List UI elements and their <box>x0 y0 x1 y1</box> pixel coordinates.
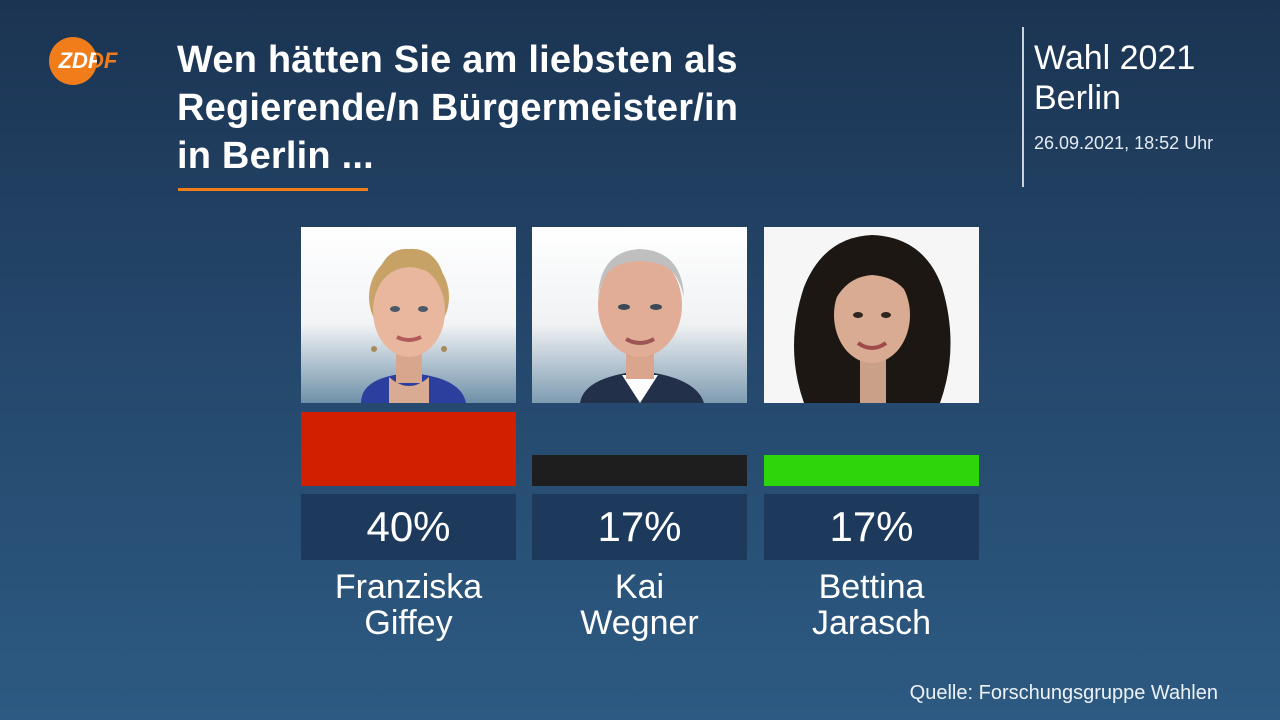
election-name: Wahl 2021 <box>1034 39 1196 77</box>
candidate-last-name-wegner: Wegner <box>580 604 699 642</box>
title-line-3: in Berlin ... <box>177 135 374 177</box>
candidate-name-jarasch: Bettina Jarasch <box>744 569 999 641</box>
portrait-giffey-image <box>301 227 516 403</box>
title-underline <box>178 188 368 191</box>
candidate-photo-wegner <box>532 227 747 403</box>
portrait-wegner-image <box>532 227 747 403</box>
zdf-logo-graphic: ZDF ZDF <box>49 37 118 85</box>
chart-bar-jarasch <box>764 455 979 486</box>
election-region: Berlin <box>1034 79 1121 117</box>
candidate-first-name-wegner: Kai <box>614 568 665 606</box>
timestamp: 26.09.2021, 18:52 Uhr <box>1034 133 1214 153</box>
chart-bar-giffey <box>301 412 516 486</box>
candidate-photo-jarasch <box>764 227 979 403</box>
page-title: Wen hätten Sie am liebsten als Regierend… <box>177 36 877 180</box>
candidate-name-giffey: Franziska Giffey <box>281 569 536 641</box>
candidate-first-name-giffey: Franziska <box>334 568 483 606</box>
svg-text:ZDF: ZDF <box>58 48 102 73</box>
data-label-giffey: 40% <box>301 494 516 560</box>
source-note: Quelle: Forschungsgruppe Wahlen <box>909 682 1218 704</box>
election-label: Wahl 2021 Berlin <box>1034 38 1195 118</box>
data-label-jarasch: 17% <box>764 494 979 560</box>
title-line-2: Regierende/n Bürgermeister/in <box>177 87 739 129</box>
zdf-logo: ZDF ZDF <box>48 36 138 86</box>
candidate-photo-giffey <box>301 227 516 403</box>
chart-bar-wegner <box>532 455 747 486</box>
candidate-first-name-jarasch: Bettina <box>818 568 925 606</box>
candidate-last-name-giffey: Giffey <box>364 604 453 642</box>
candidate-name-wegner: Kai Wegner <box>512 569 767 641</box>
data-label-wegner: 17% <box>532 494 747 560</box>
header-divider <box>1022 27 1024 187</box>
portrait-jarasch-image <box>764 227 979 403</box>
title-line-1: Wen hätten Sie am liebsten als <box>177 39 738 81</box>
candidate-last-name-jarasch: Jarasch <box>811 604 932 642</box>
zdf-logo-text: ZDF <box>74 48 118 73</box>
